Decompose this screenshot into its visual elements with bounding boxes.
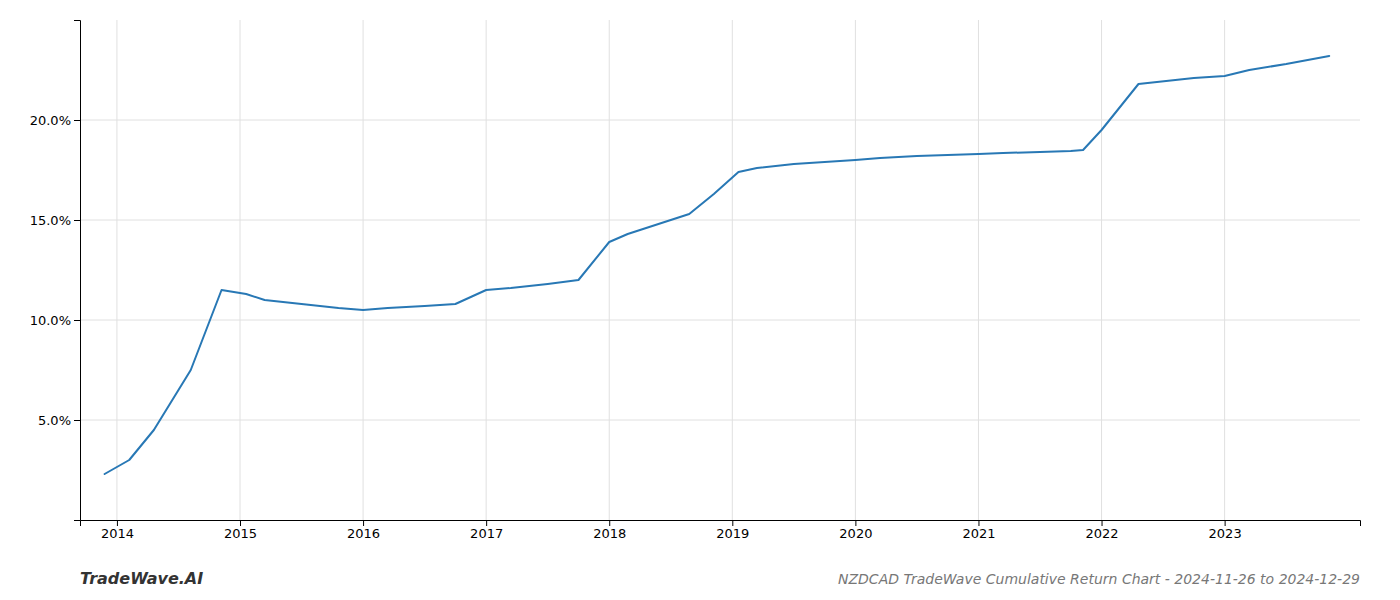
grid-line-x <box>1224 20 1225 520</box>
x-tick-mark <box>117 520 118 526</box>
watermark: TradeWave.AI <box>80 569 203 588</box>
x-tick-label: 2019 <box>716 526 749 541</box>
grid-line-x <box>732 20 733 520</box>
grid-line-x <box>978 20 979 520</box>
grid-line-x <box>240 20 241 520</box>
x-tick-label: 2022 <box>1085 526 1118 541</box>
line <box>105 56 1330 474</box>
x-tick: 2014 <box>101 520 134 541</box>
y-tick: 20.0% <box>30 113 80 128</box>
x-tick-mark <box>363 520 364 526</box>
x-tick-label: 2018 <box>593 526 626 541</box>
y-tick-mark <box>74 120 80 121</box>
x-tick-label: 2017 <box>470 526 503 541</box>
x-tick-label: 2016 <box>347 526 380 541</box>
y-tick-mark <box>74 420 80 421</box>
x-tick-mark <box>1225 520 1226 526</box>
x-tick-mark <box>732 520 733 526</box>
x-tick: 2020 <box>839 520 872 541</box>
plot-area: 2014 2015 2016 2017 2018 2019 2020 2021 2022 2023… <box>30 20 1361 541</box>
x-tick: 2019 <box>716 520 749 541</box>
grid-line-x <box>855 20 856 520</box>
grid-line-x <box>486 20 487 520</box>
y-axis-line <box>74 21 81 521</box>
grid-line-y <box>80 320 1360 321</box>
x-tick: 2021 <box>962 520 995 541</box>
y-tick: 10.0% <box>30 313 80 328</box>
grid-line-y <box>80 120 1360 121</box>
x-tick: 2018 <box>593 520 626 541</box>
x-tick: 2015 <box>224 520 257 541</box>
y-tick-label: 10.0% <box>30 313 71 328</box>
grid-line-x <box>363 20 364 520</box>
x-tick-label: 2015 <box>224 526 257 541</box>
chart: 2014 2015 2016 2017 2018 2019 2020 2021 2022 2023… <box>0 0 1400 600</box>
series <box>105 56 1330 474</box>
y-tick-mark <box>74 220 80 221</box>
y-tick-label: 20.0% <box>30 113 71 128</box>
x-tick-label: 2014 <box>101 526 134 541</box>
grid <box>80 20 1360 520</box>
x-axis: 2014 2015 2016 2017 2018 2019 2020 2021 2022 2023 <box>81 520 1361 541</box>
x-tick-mark <box>609 520 610 526</box>
y-axis: 5.0% 10.0% 15.0% 20.0% <box>30 21 81 521</box>
y-tick-label: 15.0% <box>30 213 71 228</box>
x-tick-label: 2021 <box>962 526 995 541</box>
x-tick: 2016 <box>347 520 380 541</box>
y-tick: 15.0% <box>30 213 80 228</box>
grid-line-x <box>116 20 117 520</box>
x-tick-mark <box>855 520 856 526</box>
x-tick-mark <box>1102 520 1103 526</box>
grid-line-x <box>1101 20 1102 520</box>
y-tick-mark <box>74 320 80 321</box>
title: NZDCAD TradeWave Cumulative Return Chart… <box>838 571 1360 587</box>
x-tick: 2023 <box>1209 520 1242 541</box>
x-axis-line <box>81 521 1361 527</box>
x-tick-mark <box>978 520 979 526</box>
x-tick-mark <box>240 520 241 526</box>
y-tick-label: 5.0% <box>38 413 71 428</box>
grid-line-x <box>609 20 610 520</box>
x-tick: 2022 <box>1085 520 1118 541</box>
grid-line-y <box>80 220 1360 221</box>
x-tick-label: 2023 <box>1209 526 1242 541</box>
grid-line-y <box>80 420 1360 421</box>
x-tick: 2017 <box>470 520 503 541</box>
y-tick: 5.0% <box>38 413 80 428</box>
x-tick-label: 2020 <box>839 526 872 541</box>
x-tick-mark <box>486 520 487 526</box>
